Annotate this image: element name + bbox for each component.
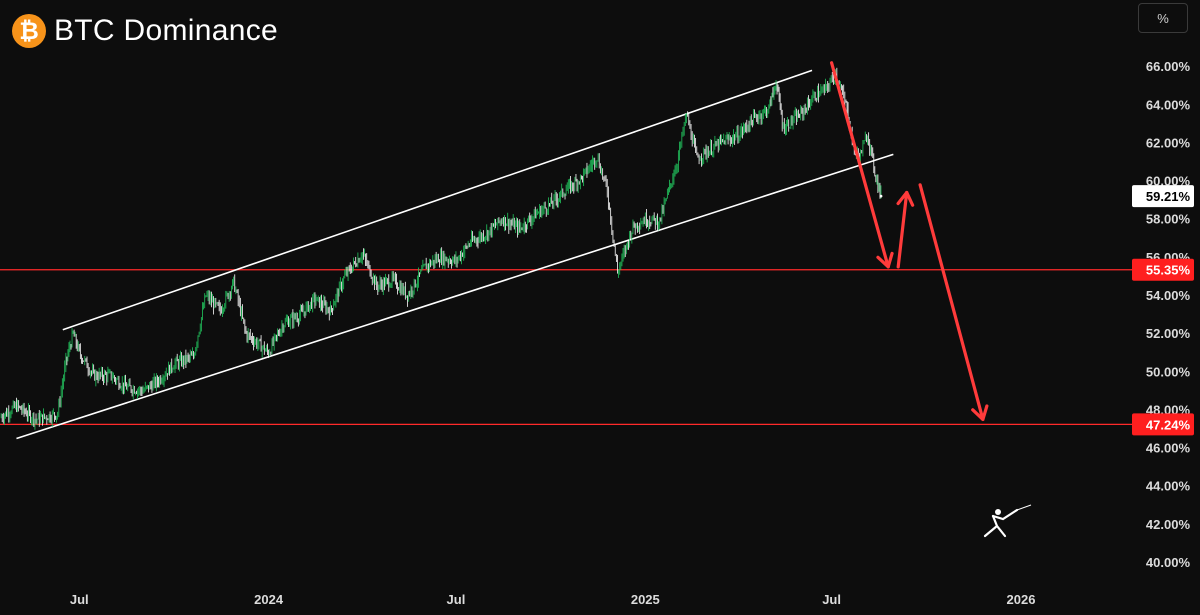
chart-title: BTC Dominance [54, 14, 278, 47]
fencer-head [995, 509, 1001, 515]
chart-header: ₿ BTC Dominance [12, 14, 278, 48]
y-tick-label: 50.00% [1146, 364, 1191, 379]
bitcoin-logo-icon: ₿ [12, 14, 46, 48]
fencer-logo-icon [983, 504, 1032, 538]
x-tick-label: 2024 [254, 592, 284, 607]
y-tick-label: 52.00% [1146, 326, 1191, 341]
y-tick-label: 62.00% [1146, 135, 1191, 150]
current-price-badge: 59.21% [1146, 189, 1191, 204]
scale-unit-button[interactable]: % [1138, 3, 1188, 33]
support-level-badge-1: 47.24% [1146, 417, 1191, 432]
channel-lines [16, 69, 894, 440]
fencer-arm [991, 508, 1019, 521]
price-series [0, 67, 883, 430]
y-tick-label: 44.00% [1146, 479, 1191, 494]
x-tick-label: Jul [447, 592, 466, 607]
fencer-legs [983, 514, 1007, 538]
channel-line-1 [16, 153, 894, 440]
projection-arrow-2 [918, 183, 985, 422]
x-axis[interactable]: Jul 2024 Jul 2025 Jul 2026 [70, 592, 1036, 607]
y-tick-label: 54.00% [1146, 288, 1191, 303]
support-level-badge-0-bg [1132, 258, 1194, 281]
x-tick-label: 2025 [631, 592, 660, 607]
y-tick-label: 42.00% [1146, 517, 1191, 532]
projection-arrow-0 [829, 61, 890, 269]
support-level-badge-0: 55.35% [1146, 263, 1191, 278]
projection-arrowhead-0 [876, 251, 894, 269]
y-tick-label: 58.00% [1146, 212, 1191, 227]
last-price-point [879, 194, 883, 198]
price-badges: 59.21% 55.35% 47.24% [1132, 185, 1194, 436]
current-price-badge-bg [1132, 185, 1194, 208]
channel-line-0 [62, 69, 813, 331]
y-axis[interactable]: 66.00%64.00%62.00%60.00%58.00%56.00%54.0… [1146, 59, 1191, 570]
projection-arrowhead-2 [971, 404, 989, 422]
projection-arrows [829, 61, 989, 422]
projection-arrowhead-1 [896, 190, 915, 207]
projection-arrow-1 [896, 190, 909, 269]
support-level-badge-1-bg [1132, 413, 1194, 436]
fencer-blade [1016, 504, 1032, 511]
x-tick-label: Jul [70, 592, 89, 607]
y-tick-label: 60.00% [1146, 174, 1191, 189]
y-tick-label: 66.00% [1146, 59, 1191, 74]
y-tick-label: 40.00% [1146, 555, 1191, 570]
y-tick-label: 46.00% [1146, 441, 1191, 456]
x-tick-label: 2026 [1007, 592, 1036, 607]
x-tick-label: Jul [822, 592, 841, 607]
y-tick-label: 64.00% [1146, 97, 1191, 112]
